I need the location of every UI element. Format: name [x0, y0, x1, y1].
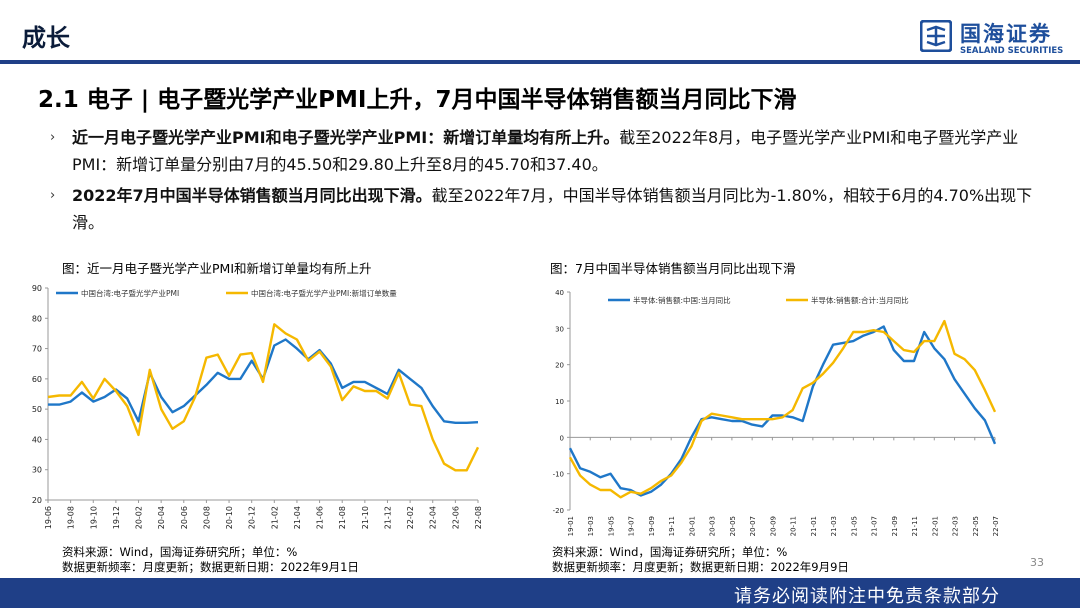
- header-divider: [0, 60, 1080, 64]
- source-line: 资料来源：Wind，国海证券研究所；单位：%: [552, 545, 788, 559]
- y-tick-label: 0: [560, 434, 564, 442]
- x-tick-label: 21-09: [891, 516, 899, 536]
- x-tick-label: 22-03: [952, 516, 960, 536]
- x-tick-label: 21-04: [293, 506, 302, 529]
- y-tick-label: 20: [555, 362, 564, 370]
- disclaimer-notice: 请务必阅读附注中免责条款部分: [734, 586, 1000, 607]
- bullet-arrow-icon: ›: [50, 188, 56, 203]
- footer-bar: 请务必阅读附注中免责条款部分: [0, 578, 1080, 608]
- x-tick-label: 19-07: [628, 516, 636, 536]
- y-tick-label: -20: [553, 507, 564, 515]
- x-tick-label: 19-08: [67, 506, 76, 529]
- x-tick-label: 20-05: [729, 516, 737, 536]
- x-tick-label: 21-06: [316, 506, 325, 529]
- y-tick-label: 20: [32, 496, 42, 505]
- legend-label: 中国台湾:电子暨光学产业PMI: [81, 288, 179, 298]
- company-logo: 国海证券 SEALAND SECURITIES: [920, 18, 1070, 62]
- chart-source: 资料来源：Wind，国海证券研究所；单位：% 数据更新频率：月度更新；数据更新日…: [552, 545, 849, 575]
- y-tick-label: 10: [555, 398, 564, 406]
- series-line-2: [568, 319, 997, 499]
- bullet-emphasis: 2022年7月中国半导体销售额当月同比出现下滑。: [72, 186, 432, 205]
- sealand-logo-icon: [920, 20, 952, 52]
- x-tick-label: 21-02: [270, 506, 279, 529]
- x-tick-label: 19-01: [567, 516, 575, 536]
- x-tick-label: 20-12: [248, 506, 257, 529]
- x-tick-label: 20-07: [749, 516, 757, 536]
- chart-caption: 图：7月中国半导体销售额当月同比出现下滑: [550, 261, 796, 276]
- series-line-2: [47, 323, 480, 472]
- x-tick-label: 20-03: [709, 516, 717, 536]
- x-tick-label: 22-05: [972, 516, 980, 536]
- x-tick-label: 21-12: [383, 506, 392, 529]
- page-title: 成长: [22, 24, 70, 52]
- x-tick-label: 22-06: [451, 506, 460, 529]
- legend-label: 半导体:销售额:合计:当月同比: [811, 295, 909, 305]
- x-tick-label: 19-12: [112, 506, 121, 529]
- x-tick-label: 20-10: [225, 506, 234, 529]
- x-tick-label: 21-08: [338, 506, 347, 529]
- pmi-line-chart: 20 30 40 50 60 70 80 90 19-06 19-08 19-10 19-12 20-0…: [32, 284, 483, 529]
- x-tick-label: 19-09: [648, 516, 656, 536]
- y-tick-label: 30: [555, 325, 564, 333]
- y-tick-label: -10: [553, 471, 564, 479]
- bullet-emphasis: 近一月电子暨光学产业PMI和电子暨光学产业PMI：新增订单量均有所上升。: [72, 128, 620, 147]
- logo-english-name: SEALAND SECURITIES: [960, 46, 1064, 56]
- source-line: 资料来源：Wind，国海证券研究所；单位：%: [62, 545, 298, 559]
- x-tick-label: 19-03: [587, 516, 595, 536]
- y-tick-label: 30: [32, 466, 42, 475]
- section-heading: 2.1 电子 | 电子暨光学产业PMI上升，7月中国半导体销售额当月同比下滑: [38, 87, 797, 113]
- chart-caption: 图：近一月电子暨光学产业PMI和新增订单量均有所上升: [62, 261, 372, 276]
- update-line: 数据更新频率：月度更新；数据更新日期：2022年9月9日: [552, 560, 849, 574]
- x-tick-label: 22-08: [474, 506, 483, 529]
- x-tick-label: 19-11: [668, 516, 676, 536]
- x-tick-label: 20-04: [157, 506, 166, 529]
- x-tick-label: 22-07: [992, 516, 1000, 536]
- x-tick-label: 20-08: [202, 506, 211, 529]
- bullet-text: 截至2022年8月，电子暨光学产业PMI和电子暨光学产业PMI：新增订单量分别由…: [72, 128, 1019, 174]
- x-tick-label: 19-10: [89, 506, 98, 529]
- x-tick-label: 20-11: [790, 516, 798, 536]
- x-tick-label: 22-04: [429, 506, 438, 529]
- x-tick-label: 22-01: [931, 516, 939, 536]
- y-tick-label: 50: [32, 405, 42, 414]
- x-tick-label: 21-07: [871, 516, 879, 536]
- bullet-item: › 2022年7月中国半导体销售额当月同比出现下滑。截至2022年7月，中国半导…: [50, 182, 1040, 236]
- bullet-arrow-icon: ›: [50, 130, 56, 145]
- x-tick-label: 19-06: [44, 506, 53, 529]
- y-tick-label: 60: [32, 375, 42, 384]
- legend-label: 中国台湾:电子暨光学产业PMI:新增订单数量: [251, 288, 397, 298]
- bullet-item: › 近一月电子暨光学产业PMI和电子暨光学产业PMI：新增订单量均有所上升。截至…: [50, 124, 1040, 178]
- x-tick-label: 20-02: [135, 506, 144, 529]
- x-tick-label: 20-01: [688, 516, 696, 536]
- logo-chinese-name: 国海证券: [960, 22, 1052, 46]
- y-tick-label: 70: [32, 345, 42, 354]
- x-tick-label: 21-01: [810, 516, 818, 536]
- y-tick-label: 40: [555, 289, 564, 297]
- x-tick-label: 20-06: [180, 506, 189, 529]
- x-tick-label: 21-03: [830, 516, 838, 536]
- y-tick-label: 90: [32, 284, 42, 293]
- x-tick-label: 21-11: [911, 516, 919, 536]
- x-tick-label: 22-02: [406, 506, 415, 529]
- y-tick-label: 80: [32, 314, 42, 323]
- legend-label: 半导体:销售额:中国:当月同比: [633, 295, 731, 305]
- x-tick-label: 19-05: [607, 516, 615, 536]
- page-number: 33: [1030, 556, 1044, 569]
- x-tick-label: 20-09: [769, 516, 777, 536]
- bullet-text: 截至2022年7月，中国半导体销售额当月同比为-1.80%，相较于6月的4.70…: [72, 186, 1033, 232]
- x-tick-label: 21-05: [850, 516, 858, 536]
- semiconductor-sales-line-chart: -20 -10 0 10 20 30 40 19-01 19-03 19-05 19-07 19-09…: [553, 289, 1000, 536]
- x-tick-label: 21-10: [361, 506, 370, 529]
- chart-source: 资料来源：Wind，国海证券研究所；单位：% 数据更新频率：月度更新；数据更新日…: [62, 545, 359, 575]
- update-line: 数据更新频率：月度更新；数据更新日期：2022年9月1日: [62, 560, 359, 574]
- y-tick-label: 40: [32, 435, 42, 444]
- series-line-1: [568, 325, 997, 497]
